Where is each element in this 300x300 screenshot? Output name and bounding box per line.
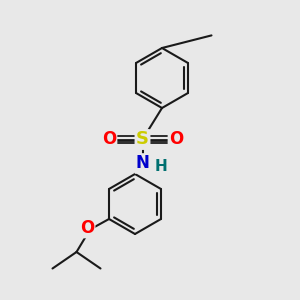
Text: S: S	[136, 130, 149, 148]
Text: O: O	[80, 219, 94, 237]
Text: O: O	[169, 130, 183, 148]
Text: N: N	[136, 154, 149, 172]
Text: H: H	[154, 159, 167, 174]
Text: O: O	[102, 130, 116, 148]
